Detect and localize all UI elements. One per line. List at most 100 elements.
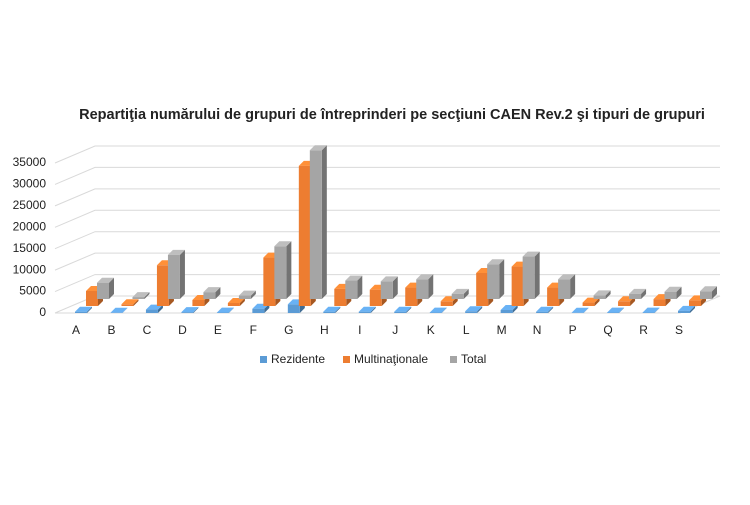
bar — [97, 283, 109, 299]
bar — [629, 294, 641, 299]
bar-top — [572, 308, 589, 313]
x-tick-label: F — [250, 323, 257, 337]
bar — [146, 310, 158, 313]
bar — [310, 150, 322, 299]
bar-side — [322, 145, 327, 299]
bar — [274, 246, 286, 299]
bar — [441, 301, 453, 306]
bar-side — [286, 241, 291, 299]
y-tick-label: 30000 — [13, 177, 47, 191]
bar — [558, 279, 570, 299]
legend-label: Multinaţionale — [354, 352, 428, 366]
x-tick-label: L — [463, 323, 470, 337]
x-tick-label: D — [178, 323, 187, 337]
bar — [452, 294, 464, 299]
bar-top — [75, 307, 92, 312]
legend-label: Rezidente — [271, 352, 325, 366]
bar — [476, 273, 488, 306]
x-tick-label: R — [639, 323, 648, 337]
bar — [345, 281, 357, 299]
bar — [239, 296, 251, 299]
y-tick-label: 35000 — [13, 155, 47, 169]
bar-top — [110, 308, 127, 313]
x-tick-label: M — [497, 323, 507, 337]
bar — [583, 303, 595, 306]
bar — [75, 312, 87, 313]
grid-line — [55, 232, 720, 249]
grid-line — [55, 189, 720, 206]
x-tick-label: A — [72, 323, 80, 337]
bar — [700, 291, 712, 299]
x-tick-label: H — [320, 323, 329, 337]
bar-top — [430, 308, 447, 313]
bar-top — [536, 307, 553, 312]
x-tick-label: S — [675, 323, 683, 337]
x-tick-label: P — [569, 323, 577, 337]
bar — [263, 258, 275, 306]
bar — [228, 303, 240, 306]
bar-top — [181, 307, 198, 312]
bar — [547, 288, 559, 306]
bar — [501, 310, 513, 313]
bar — [192, 300, 204, 306]
y-tick-label: 25000 — [13, 198, 47, 212]
bar — [323, 312, 335, 313]
y-tick-label: 15000 — [13, 241, 47, 255]
bar — [132, 297, 144, 299]
x-tick-label: C — [143, 323, 152, 337]
bar — [381, 281, 393, 299]
bar — [86, 291, 98, 306]
bar — [203, 292, 215, 299]
grid-line — [55, 146, 720, 163]
x-tick-label: J — [392, 323, 398, 337]
y-tick-label: 20000 — [13, 219, 47, 233]
x-tick-label: E — [214, 323, 222, 337]
bar — [394, 312, 406, 313]
bar-top — [323, 307, 340, 312]
x-tick-label: G — [284, 323, 293, 337]
bar — [370, 290, 382, 306]
legend-marker — [343, 356, 350, 363]
legend-label: Total — [461, 352, 486, 366]
bar — [157, 265, 169, 306]
bar-top — [359, 307, 376, 312]
bar — [654, 299, 666, 306]
bar — [594, 295, 606, 299]
grid-line — [55, 210, 720, 227]
bar — [487, 264, 499, 299]
bar — [416, 279, 428, 299]
x-tick-label: K — [427, 323, 435, 337]
bar — [288, 304, 300, 313]
bar-top — [217, 308, 234, 313]
legend-marker — [260, 356, 267, 363]
legend-marker — [450, 356, 457, 363]
bar — [689, 300, 701, 306]
bar — [359, 312, 371, 313]
bar — [252, 309, 264, 313]
bar — [465, 311, 477, 313]
x-tick-label: B — [107, 323, 115, 337]
bar-side — [499, 259, 504, 299]
x-tick-label: I — [358, 323, 361, 337]
y-tick-label: 10000 — [13, 262, 47, 276]
bar — [168, 255, 180, 299]
bar — [618, 301, 630, 306]
bar-top — [643, 308, 660, 313]
bar-side — [180, 250, 185, 299]
x-tick-label: N — [533, 323, 542, 337]
bar — [536, 312, 548, 313]
bar — [512, 267, 524, 306]
bar — [665, 292, 677, 299]
grid-line — [55, 167, 720, 184]
bar — [678, 311, 690, 313]
grid-line — [55, 253, 720, 270]
bar — [299, 166, 311, 306]
bar — [523, 257, 535, 299]
x-tick-label: Q — [603, 323, 612, 337]
chart-title: Repartiţia numărului de grupuri de între… — [79, 107, 705, 123]
bar-side — [535, 252, 540, 299]
y-tick-label: 5000 — [19, 284, 46, 298]
bar-top — [607, 308, 624, 313]
y-tick-label: 0 — [39, 305, 46, 319]
